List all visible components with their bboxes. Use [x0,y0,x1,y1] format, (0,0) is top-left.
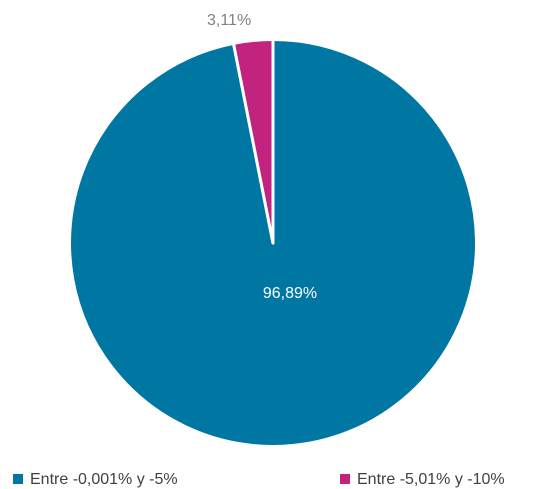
legend-label: Entre -0,001% y -5% [30,471,178,488]
legend-swatch [13,474,23,484]
pie-slice [231,38,275,245]
data-label: 96,89% [263,285,317,302]
legend-swatch [340,474,350,484]
data-label: 3,11% [207,12,251,29]
legend-label: Entre -5,01% y -10% [357,471,505,488]
